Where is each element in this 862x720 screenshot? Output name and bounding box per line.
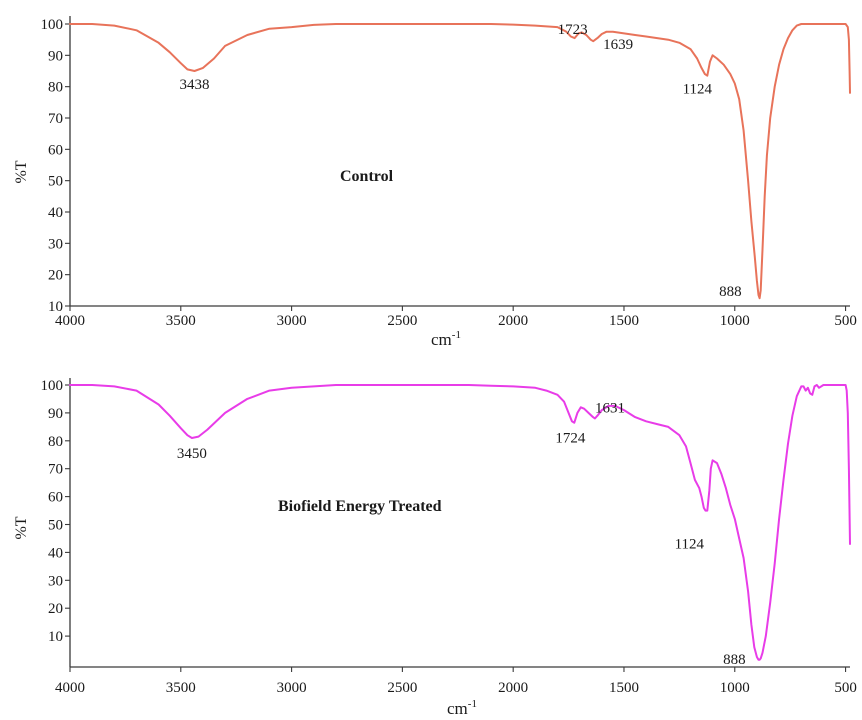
x-axis-unit: cm (431, 330, 452, 349)
peak-label: 3438 (180, 77, 210, 93)
x-axis-unit: cm (447, 699, 468, 718)
y-tick-label: 10 (48, 629, 63, 645)
spectrum-line (69, 384, 851, 661)
x-tick-label: 2500 (387, 313, 417, 329)
x-tick-label: 2000 (498, 680, 528, 696)
treated-sample-label: Biofield Energy Treated (278, 498, 442, 515)
y-tick-label: 40 (48, 205, 63, 221)
y-tick-label: 90 (48, 406, 63, 422)
x-tick-label: 1000 (720, 680, 750, 696)
x-tick-label: 4000 (55, 680, 85, 696)
y-tick-label: 80 (48, 434, 63, 450)
y-tick-label: 60 (48, 490, 63, 506)
y-tick-label: 50 (48, 174, 63, 190)
treated-spectrum-panel: 10 20 30 40 50 60 70 80 90 100 4000 3500 3000 2500 20… (13, 378, 857, 718)
y-tick-label: 100 (41, 17, 64, 33)
spectrum-line (69, 23, 851, 300)
y-tick-label: 40 (48, 545, 63, 561)
y-tick-label: 80 (48, 80, 63, 96)
peak-label: 1124 (675, 537, 705, 553)
x-tick-label: 3000 (277, 680, 307, 696)
x-axis-unit-exponent: -1 (468, 698, 477, 710)
y-axis-label: %T (13, 160, 30, 183)
peak-label: 1723 (558, 22, 588, 38)
x-axis-label: cm-1 (431, 329, 461, 349)
peak-label: 1639 (603, 37, 633, 53)
y-tick-label: 50 (48, 518, 63, 534)
y-tick-label: 90 (48, 48, 63, 64)
peak-label: 3450 (177, 446, 207, 462)
y-axis-label: %T (13, 516, 30, 539)
x-tick-label: 2000 (498, 313, 528, 329)
peak-label: 1631 (595, 400, 625, 416)
y-tick-label: 20 (48, 268, 63, 284)
y-ticks: 10 20 30 40 50 60 70 80 90 100 (41, 17, 70, 315)
peak-label: 1724 (555, 431, 586, 447)
x-tick-label: 500 (834, 680, 857, 696)
x-tick-label: 3500 (166, 313, 196, 329)
peak-label: 888 (719, 284, 742, 300)
x-tick-label: 500 (834, 313, 857, 329)
x-axis-label: cm-1 (447, 698, 477, 718)
y-tick-label: 10 (48, 299, 63, 315)
y-tick-label: 60 (48, 142, 63, 158)
control-trace-group (69, 23, 851, 300)
x-axis-unit-exponent: -1 (452, 329, 461, 341)
control-spectrum-panel: 10 20 30 40 50 60 70 80 90 100 4000 3500 3000 2500 20… (13, 16, 857, 349)
x-tick-label: 2500 (387, 680, 417, 696)
x-tick-label: 3500 (166, 680, 196, 696)
peak-label: 1124 (683, 82, 713, 98)
y-tick-label: 30 (48, 236, 63, 252)
y-tick-label: 100 (41, 378, 64, 394)
y-tick-label: 70 (48, 111, 63, 127)
y-tick-label: 30 (48, 573, 63, 589)
treated-trace-group (69, 384, 851, 661)
y-tick-label: 70 (48, 462, 63, 478)
x-ticks: 4000 3500 3000 2500 2000 1500 1000 500 (55, 667, 857, 696)
control-peak-labels: 3438 1723 1639 1124 888 (180, 22, 742, 300)
control-sample-label: Control (340, 168, 394, 185)
x-tick-label: 3000 (277, 313, 307, 329)
x-tick-label: 1500 (609, 313, 639, 329)
x-tick-label: 4000 (55, 313, 85, 329)
y-tick-label: 20 (48, 601, 63, 617)
x-tick-label: 1500 (609, 680, 639, 696)
peak-label: 888 (723, 652, 746, 668)
y-ticks: 10 20 30 40 50 60 70 80 90 100 (41, 378, 70, 645)
treated-peak-labels: 3450 1724 1631 1124 888 (177, 400, 746, 667)
x-ticks: 4000 3500 3000 2500 2000 1500 1000 500 (55, 306, 857, 329)
x-tick-label: 1000 (720, 313, 750, 329)
